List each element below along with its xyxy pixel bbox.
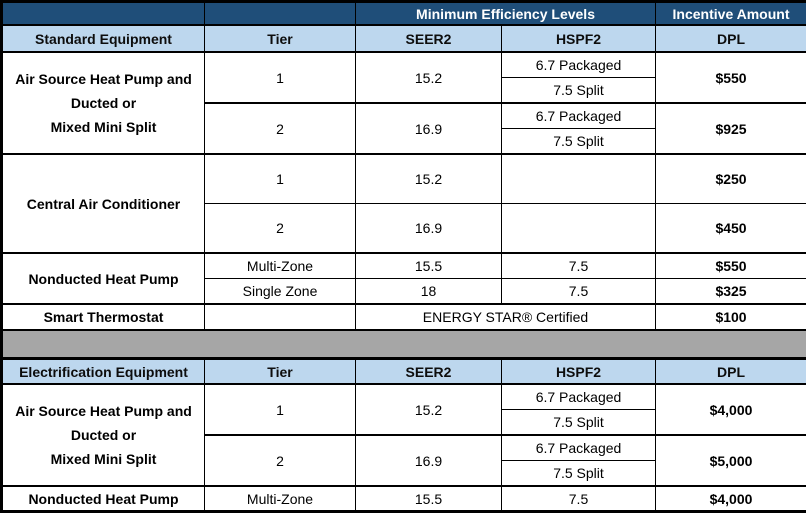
top-header-incentive-amount: Incentive Amount — [656, 2, 806, 26]
std-nonducted-multi-hspf2: 7.5 — [502, 253, 656, 279]
elec-air-source-name-line3: Mixed Mini Split — [5, 447, 202, 471]
electrification-dpl-header: DPL — [656, 359, 806, 385]
top-header-empty-equipment — [2, 2, 205, 26]
elec-nonducted-multi-dpl: $4,000 — [656, 486, 806, 512]
std-thermostat-dpl: $100 — [656, 304, 806, 330]
std-air-source-tier1-seer2: 15.2 — [356, 52, 502, 103]
std-air-source-tier2-dpl: $925 — [656, 103, 806, 154]
std-air-source-tier2-hspf2-split: 7.5 Split — [502, 129, 656, 155]
std-nonducted-multi-dpl: $550 — [656, 253, 806, 279]
std-nonducted-single-tier: Single Zone — [205, 279, 356, 305]
std-central-ac-tier1-tier: 1 — [205, 154, 356, 204]
electrification-equipment-header: Electrification Equipment — [2, 359, 205, 385]
std-central-ac-tier1-seer2: 15.2 — [356, 154, 502, 204]
elec-air-source-tier2-dpl: $5,000 — [656, 435, 806, 486]
electrification-column-header-row: Electrification Equipment Tier SEER2 HSP… — [2, 359, 806, 385]
std-air-source-tier1-hspf2-packaged: 6.7 Packaged — [502, 52, 656, 78]
electrification-hspf2-header: HSPF2 — [502, 359, 656, 385]
section-separator-band — [2, 330, 806, 359]
std-central-ac-name: Central Air Conditioner — [2, 154, 205, 253]
elec-air-source-name: Air Source Heat Pump and Ducted or Mixed… — [2, 384, 205, 486]
std-thermostat-name: Smart Thermostat — [2, 304, 205, 330]
section-separator-row — [2, 330, 806, 359]
elec-air-source-tier1-hspf2-split: 7.5 Split — [502, 410, 656, 436]
elec-nonducted-name: Nonducted Heat Pump — [2, 486, 205, 512]
std-central-ac-tier1-hspf2 — [502, 154, 656, 204]
elec-air-source-tier1-tier: 1 — [205, 384, 356, 435]
std-air-source-tier2-hspf2-packaged: 6.7 Packaged — [502, 103, 656, 129]
std-air-source-tier1-tier: 1 — [205, 52, 356, 103]
elec-air-source-tier1-seer2: 15.2 — [356, 384, 502, 435]
electrification-seer2-header: SEER2 — [356, 359, 502, 385]
elec-air-source-name-line1: Air Source Heat Pump and — [5, 399, 202, 423]
std-air-source-tier2-seer2: 16.9 — [356, 103, 502, 154]
std-nonducted-single-hspf2: 7.5 — [502, 279, 656, 305]
elec-air-source-tier2-hspf2-split: 7.5 Split — [502, 461, 656, 487]
top-header-row: Minimum Efficiency Levels Incentive Amou… — [2, 2, 806, 26]
std-nonducted-multi-seer2: 15.5 — [356, 253, 502, 279]
std-central-ac-tier1-dpl: $250 — [656, 154, 806, 204]
std-air-source-name: Air Source Heat Pump and Ducted or Mixed… — [2, 52, 205, 154]
elec-nonducted-multi-hspf2: 7.5 — [502, 486, 656, 512]
hspf2-header: HSPF2 — [502, 25, 656, 52]
std-nonducted-single-seer2: 18 — [356, 279, 502, 305]
std-air-source-name-line2: Ducted or — [5, 91, 202, 115]
top-header-min-efficiency: Minimum Efficiency Levels — [356, 2, 656, 26]
top-header-empty-tier — [205, 2, 356, 26]
std-nonducted-multi-tier: Multi-Zone — [205, 253, 356, 279]
elec-air-source-tier2-tier: 2 — [205, 435, 356, 486]
dpl-header: DPL — [656, 25, 806, 52]
std-nonducted-name: Nonducted Heat Pump — [2, 253, 205, 304]
tier-header: Tier — [205, 25, 356, 52]
std-central-ac-tier2-tier: 2 — [205, 204, 356, 254]
std-thermostat-row: Smart Thermostat ENERGY STAR® Certified … — [2, 304, 806, 330]
elec-nonducted-multi-row: Nonducted Heat Pump Multi-Zone 15.5 7.5 … — [2, 486, 806, 512]
std-thermostat-tier-empty — [205, 304, 356, 330]
std-air-source-tier2-tier: 2 — [205, 103, 356, 154]
incentive-table-page: Minimum Efficiency Levels Incentive Amou… — [0, 0, 806, 479]
std-air-source-name-line1: Air Source Heat Pump and — [5, 67, 202, 91]
std-central-ac-tier2-hspf2 — [502, 204, 656, 254]
std-nonducted-multi-row: Nonducted Heat Pump Multi-Zone 15.5 7.5 … — [2, 253, 806, 279]
std-air-source-tier1-hspf2-split: 7.5 Split — [502, 78, 656, 104]
std-thermostat-certification: ENERGY STAR® Certified — [356, 304, 656, 330]
std-central-ac-tier2-dpl: $450 — [656, 204, 806, 254]
elec-air-source-tier1-dpl: $4,000 — [656, 384, 806, 435]
elec-air-source-tier2-hspf2-packaged: 6.7 Packaged — [502, 435, 656, 461]
elec-air-source-name-line2: Ducted or — [5, 423, 202, 447]
std-central-ac-tier2-seer2: 16.9 — [356, 204, 502, 254]
std-air-source-name-line3: Mixed Mini Split — [5, 115, 202, 139]
std-central-ac-tier1-row: Central Air Conditioner 1 15.2 $250 — [2, 154, 806, 204]
elec-air-source-tier2-seer2: 16.9 — [356, 435, 502, 486]
seer2-header: SEER2 — [356, 25, 502, 52]
elec-air-source-tier1-hspf2-packaged: 6.7 Packaged — [502, 384, 656, 410]
electrification-tier-header: Tier — [205, 359, 356, 385]
elec-nonducted-multi-seer2: 15.5 — [356, 486, 502, 512]
elec-air-source-tier1-packaged-row: Air Source Heat Pump and Ducted or Mixed… — [2, 384, 806, 410]
std-nonducted-single-dpl: $325 — [656, 279, 806, 305]
standard-column-header-row: Standard Equipment Tier SEER2 HSPF2 DPL — [2, 25, 806, 52]
std-air-source-tier1-dpl: $550 — [656, 52, 806, 103]
std-air-source-tier1-packaged-row: Air Source Heat Pump and Ducted or Mixed… — [2, 52, 806, 78]
standard-equipment-header: Standard Equipment — [2, 25, 205, 52]
elec-nonducted-multi-tier: Multi-Zone — [205, 486, 356, 512]
